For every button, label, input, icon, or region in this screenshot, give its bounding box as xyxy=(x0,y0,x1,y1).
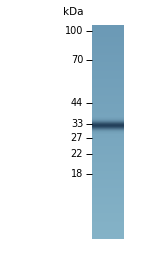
Text: 27: 27 xyxy=(71,132,83,143)
Text: 18: 18 xyxy=(71,168,83,179)
Text: 33: 33 xyxy=(71,119,83,129)
Text: kDa: kDa xyxy=(63,7,83,17)
Text: 100: 100 xyxy=(65,26,83,36)
Text: 22: 22 xyxy=(71,148,83,159)
Text: 44: 44 xyxy=(71,98,83,108)
Text: 70: 70 xyxy=(71,55,83,65)
